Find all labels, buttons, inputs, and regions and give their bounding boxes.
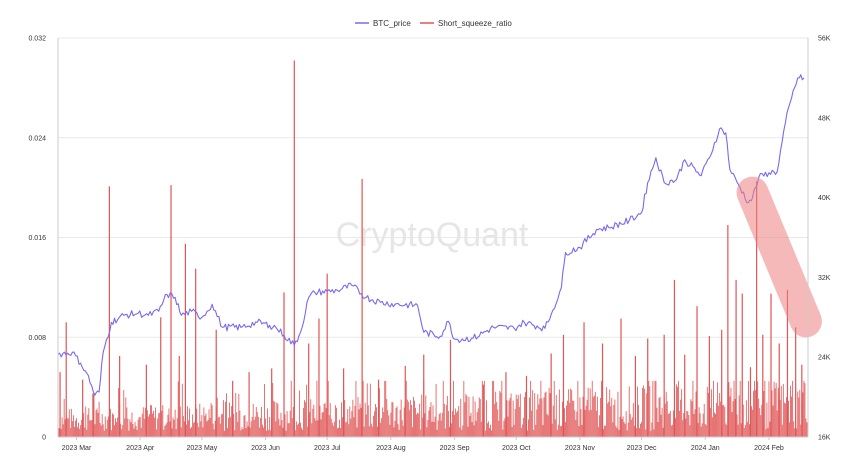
x-tick-label: 2024 Jan: [691, 445, 720, 452]
y-right-tick-label: 40K: [818, 195, 831, 202]
x-tick-label: 2023 Apr: [126, 445, 155, 452]
y-left-tick-label: 0.024: [28, 135, 46, 142]
y-left-tick-label: 0.016: [28, 235, 46, 242]
x-tick-label: 2023 May: [186, 445, 217, 452]
y-left-tick-label: 0.032: [28, 36, 46, 43]
short-squeeze-ratio-series: [57, 60, 809, 437]
y-left-tick-label: 0: [42, 435, 46, 442]
btc-price-line: [57, 74, 805, 396]
y-right-tick-label: 32K: [818, 275, 831, 282]
highlight-band: [736, 176, 822, 338]
x-tick-label: 2023 Aug: [376, 445, 406, 452]
legend-label-short-squeeze-ratio: Short_squeeze_ratio: [438, 19, 512, 28]
y-left-tick-label: 0.008: [28, 335, 46, 342]
x-tick-label: 2023 Mar: [62, 445, 92, 452]
legend-item-short-squeeze-ratio[interactable]: Short_squeeze_ratio: [420, 19, 512, 28]
watermark: CryptoQuant: [336, 216, 529, 254]
x-tick-label: 2023 Jun: [251, 445, 280, 452]
x-tick-label: 2023 Nov: [565, 445, 595, 452]
y-right-tick-label: 48K: [818, 115, 831, 122]
x-tick-label: 2023 Jul: [314, 445, 341, 452]
axes: 0 0.008 0.016 0.024 0.032 16K 24K 32K 40K 48K 56K 2…: [28, 36, 830, 453]
legend-label-btc-price: BTC_price: [373, 19, 411, 28]
legend-item-btc-price[interactable]: BTC_price: [355, 19, 411, 28]
y-right-tick-label: 24K: [818, 355, 831, 362]
annotations: [736, 176, 822, 338]
y-right-tick-label: 56K: [818, 36, 831, 43]
x-tick-label: 2023 Oct: [502, 445, 530, 452]
x-tick-label: 2023 Sep: [440, 445, 470, 452]
y-right-tick-label: 16K: [818, 435, 831, 442]
x-tick-label: 2024 Feb: [754, 445, 784, 452]
x-tick-label: 2023 Dec: [627, 445, 657, 452]
legend[interactable]: BTC_price Short_squeeze_ratio: [355, 19, 512, 28]
